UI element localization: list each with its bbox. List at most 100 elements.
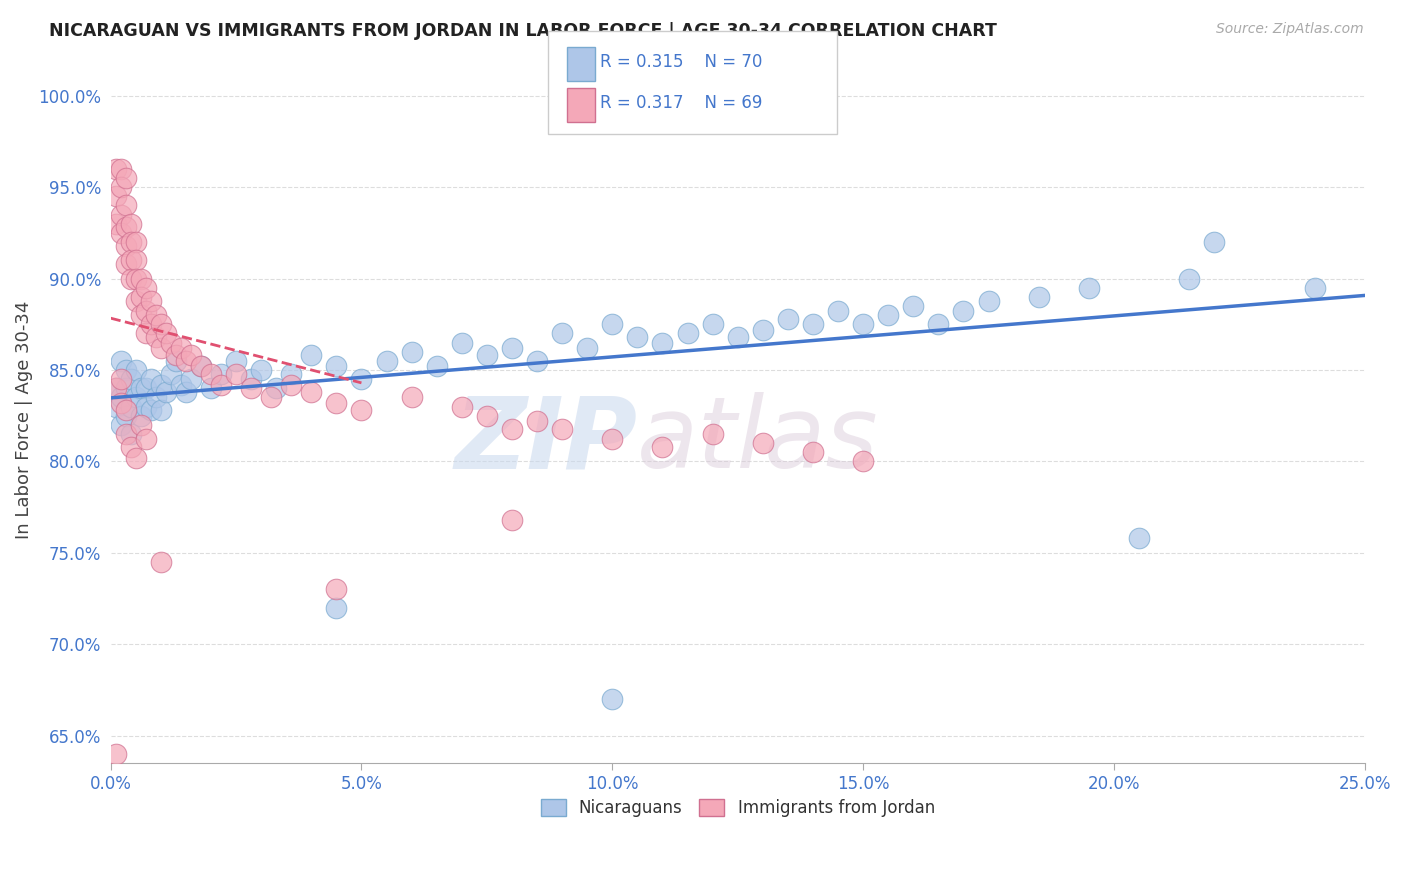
Text: R = 0.315    N = 70: R = 0.315 N = 70 (600, 53, 762, 70)
Point (125, 271, 148, 285)
Point (801, 318, 824, 332)
Point (299, 384, 322, 399)
Point (165, 348, 187, 362)
Point (174, 384, 197, 399)
Point (702, 318, 724, 332)
Point (450, 335, 472, 350)
Point (852, 318, 875, 332)
Point (149, 377, 172, 392)
Point (155, 326, 177, 341)
Point (299, 348, 322, 362)
Point (426, 359, 449, 374)
Point (114, 427, 136, 442)
Point (209, 367, 232, 381)
Point (626, 330, 648, 344)
Point (551, 421, 574, 435)
Point (170, 341, 193, 355)
Point (877, 308, 900, 322)
Point (526, 354, 548, 368)
Point (952, 304, 974, 318)
Point (110, 417, 132, 432)
Point (180, 372, 202, 386)
Point (600, 692, 623, 706)
Point (129, 290, 152, 304)
Point (149, 341, 172, 355)
Point (125, 450, 148, 465)
Point (104, 381, 127, 395)
Point (526, 414, 548, 428)
Point (149, 555, 172, 569)
Text: R = 0.317    N = 69: R = 0.317 N = 69 (600, 95, 762, 112)
Point (114, 171, 136, 186)
Point (129, 308, 152, 322)
Point (375, 354, 398, 368)
Point (676, 326, 699, 341)
Point (776, 311, 799, 326)
Point (325, 600, 347, 615)
Point (576, 341, 599, 355)
Point (110, 161, 132, 176)
Point (752, 436, 775, 450)
Point (110, 226, 132, 240)
Text: atlas: atlas (637, 392, 879, 490)
Point (145, 308, 167, 322)
Point (135, 433, 157, 447)
Point (1178, 271, 1201, 285)
Point (110, 372, 132, 386)
Point (120, 217, 142, 231)
Point (129, 409, 152, 423)
Point (159, 367, 181, 381)
Point (129, 417, 152, 432)
Point (120, 427, 142, 442)
Point (225, 367, 247, 381)
Point (401, 391, 423, 405)
Point (350, 403, 373, 417)
Point (155, 384, 177, 399)
Point (1028, 290, 1050, 304)
Point (135, 381, 157, 395)
Point (120, 400, 142, 414)
Point (159, 335, 181, 350)
Point (280, 367, 302, 381)
Point (264, 381, 287, 395)
Point (1128, 531, 1150, 545)
Text: NICARAGUAN VS IMMIGRANTS FROM JORDAN IN LABOR FORCE | AGE 30-34 CORRELATION CHAR: NICARAGUAN VS IMMIGRANTS FROM JORDAN IN … (49, 22, 997, 40)
Point (129, 271, 152, 285)
Point (350, 372, 373, 386)
Point (120, 372, 142, 386)
Point (125, 391, 148, 405)
Point (125, 293, 148, 308)
Point (401, 344, 423, 359)
Point (139, 403, 162, 417)
Point (114, 363, 136, 377)
Point (125, 253, 148, 268)
Point (903, 299, 925, 313)
Point (114, 257, 136, 271)
Y-axis label: In Labor Force | Age 30-34: In Labor Force | Age 30-34 (15, 301, 32, 540)
Point (145, 391, 167, 405)
Point (927, 318, 949, 332)
Point (209, 377, 232, 392)
Point (110, 208, 132, 222)
Point (280, 377, 302, 392)
Point (501, 513, 523, 527)
Point (149, 403, 172, 417)
Point (250, 363, 273, 377)
Point (114, 381, 136, 395)
Point (114, 238, 136, 252)
Point (120, 253, 142, 268)
Point (551, 326, 574, 341)
Point (145, 330, 167, 344)
Point (104, 189, 127, 203)
Point (190, 359, 212, 374)
Point (104, 747, 127, 761)
Point (139, 318, 162, 332)
Point (104, 400, 127, 414)
Point (852, 454, 875, 468)
Point (170, 377, 193, 392)
Text: Source: ZipAtlas.com: Source: ZipAtlas.com (1216, 22, 1364, 37)
Point (125, 363, 148, 377)
Point (135, 400, 157, 414)
Point (1303, 281, 1326, 295)
Point (475, 348, 498, 362)
